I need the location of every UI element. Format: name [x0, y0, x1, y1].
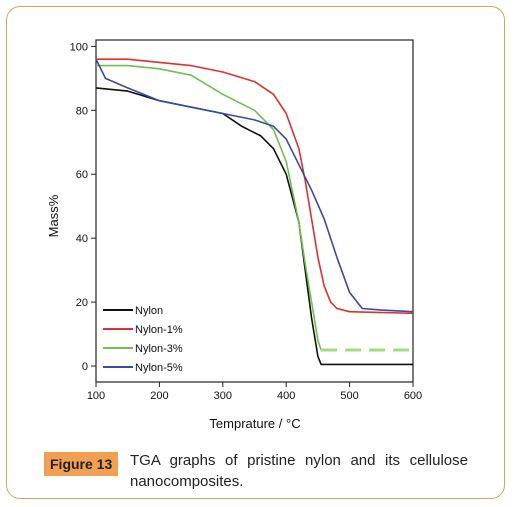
series-line-2: [96, 64, 322, 351]
legend: Nylon Nylon-1% Nylon-3% Nylon-5%: [103, 305, 183, 374]
x-tick-label: 300: [214, 390, 232, 402]
series-line-0: [95, 87, 413, 366]
series-layer: [95, 58, 414, 366]
figure-label: Figure 13: [44, 452, 119, 476]
y-tick-label: 80: [76, 105, 88, 117]
x-tick-label: 600: [404, 390, 422, 402]
caption-text: TGA graphs of pristine nylon and its cel…: [130, 452, 468, 490]
x-tick-label: 100: [87, 390, 105, 402]
y-tick-label: 0: [82, 361, 88, 373]
legend-label: Nylon-5%: [135, 362, 183, 374]
x-tick-label: 400: [277, 390, 295, 402]
x-tick-label: 500: [340, 390, 358, 402]
y-tick-label: 20: [76, 297, 88, 309]
legend-label: Nylon: [135, 305, 163, 317]
x-tick-label: 200: [150, 390, 168, 402]
series-line-4: [95, 58, 414, 313]
legend-label: Nylon-1%: [135, 324, 183, 336]
y-tick-label: 100: [70, 41, 88, 53]
x-axis-title: Temprature / °C: [209, 416, 300, 431]
legend-label: Nylon-3%: [135, 343, 183, 355]
y-axis-title: Mass%: [46, 194, 61, 237]
series-line-1: [96, 58, 414, 315]
figure-frame: [6, 6, 505, 499]
y-tick-label: 60: [76, 169, 88, 181]
axes: 100 200 300 400 500 600 0 20 40 60 80 100: [70, 39, 422, 402]
y-tick-label: 40: [76, 233, 88, 245]
plot-frame: [95, 39, 414, 383]
